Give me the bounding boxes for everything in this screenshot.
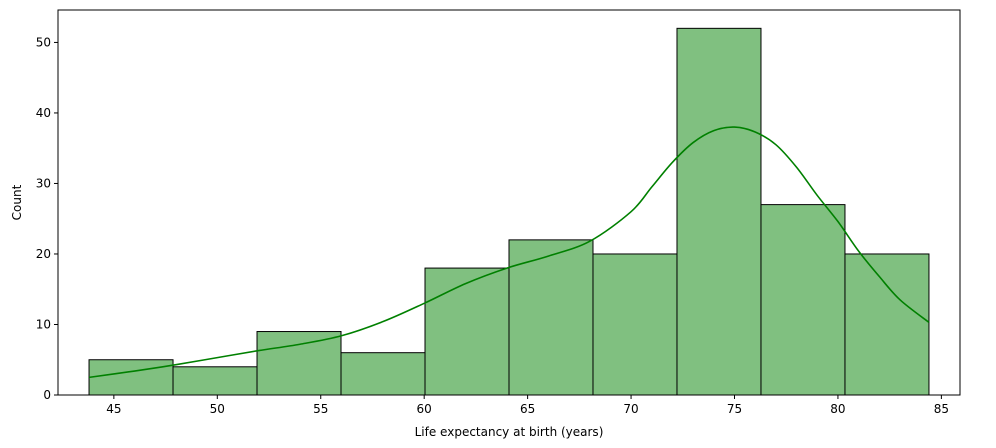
histogram-bars (88, 27, 930, 396)
y-tick-label: 10 (36, 317, 51, 331)
y-axis-ticks: 0 10 20 30 40 50 (36, 35, 58, 402)
x-tick-label: 55 (313, 402, 328, 416)
x-tick-label: 85 (934, 402, 949, 416)
y-tick-label: 50 (36, 35, 51, 49)
y-axis-label: Count (10, 184, 24, 220)
x-tick-label: 80 (830, 402, 845, 416)
x-axis-label: Life expectancy at birth (years) (415, 425, 604, 439)
x-tick-label: 50 (210, 402, 225, 416)
histogram-bar (172, 366, 258, 396)
axes-frame (57, 9, 961, 396)
histogram-bar (760, 204, 846, 396)
histogram-bar (844, 253, 930, 396)
x-axis-ticks: 45 50 55 60 65 70 75 80 85 (106, 395, 949, 416)
x-tick-label: 65 (520, 402, 535, 416)
x-tick-label: 45 (106, 402, 121, 416)
x-tick-label: 75 (727, 402, 742, 416)
histogram-bar (256, 331, 342, 396)
y-tick-label: 0 (43, 388, 51, 402)
histogram-bar (676, 27, 762, 396)
histogram-bar (88, 359, 174, 396)
y-tick-label: 30 (36, 176, 51, 190)
y-tick-label: 20 (36, 247, 51, 261)
histogram-bar (508, 239, 594, 396)
histogram-bar (340, 352, 426, 396)
x-tick-label: 60 (417, 402, 432, 416)
histogram-bar (424, 267, 510, 396)
y-tick-label: 40 (36, 106, 51, 120)
histogram-bar (592, 253, 678, 396)
x-tick-label: 70 (623, 402, 638, 416)
kde-curve (88, 126, 930, 379)
